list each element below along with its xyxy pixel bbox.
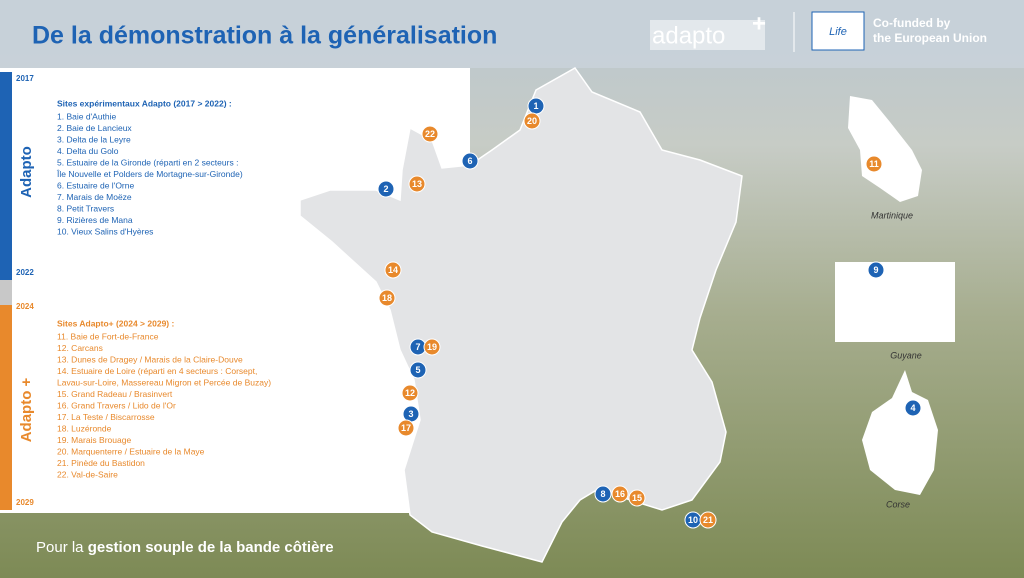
site-item: 19. Marais Brouage: [57, 435, 131, 445]
site-number: 21: [703, 515, 713, 525]
site-item: 15. Grand Radeau / Brasinvert: [57, 389, 173, 399]
site-item: 18. Luzéronde: [57, 423, 112, 433]
site-marker: [628, 489, 646, 507]
site-number: 1: [533, 101, 538, 111]
section-title: Sites expérimentaux Adapto (2017 > 2022)…: [57, 98, 232, 108]
year: 2029: [16, 498, 34, 507]
site-marker: [421, 125, 439, 143]
site-marker: [461, 152, 479, 170]
eu-text: the European Union: [873, 31, 987, 45]
site-marker: [397, 419, 415, 437]
site-number: 9: [873, 265, 878, 275]
site-marker: [409, 361, 427, 379]
site-marker: [867, 261, 885, 279]
site-number: 12: [405, 388, 415, 398]
site-item: 21. Pinède du Bastidon: [57, 458, 145, 468]
site-marker: [401, 384, 419, 402]
site-number: 4: [910, 403, 915, 413]
site-item: 10. Vieux Salins d'Hyères: [57, 226, 153, 236]
site-number: 2: [383, 184, 388, 194]
site-number: 20: [527, 116, 537, 126]
site-item: 17. La Teste / Biscarrosse: [57, 412, 155, 422]
inset-label: Corse: [886, 499, 910, 509]
site-item: 12. Carcans: [57, 343, 103, 353]
inset-label: Martinique: [871, 210, 913, 220]
site-number: 7: [415, 342, 420, 352]
site-marker: [523, 112, 541, 130]
year: 2022: [16, 268, 34, 277]
life-logo: Life: [829, 26, 847, 38]
site-number: 3: [408, 409, 413, 419]
site-number: 19: [427, 342, 437, 352]
site-item: 11. Baie de Fort-de-France: [57, 331, 159, 341]
site-item: 6. Estuaire de l'Orne: [57, 180, 134, 190]
site-marker: [423, 338, 441, 356]
year: 2017: [16, 74, 34, 83]
site-item: 7. Marais de Moëze: [57, 192, 132, 202]
site-item: 2. Baie de Lancieux: [57, 123, 132, 133]
site-marker: [408, 175, 426, 193]
site-number: 10: [688, 515, 698, 525]
footer-lead: Pour la: [36, 539, 88, 556]
site-item: 16. Grand Travers / Lido de l'Or: [57, 400, 176, 410]
site-number: 16: [615, 489, 625, 499]
footer-bold: gestion souple de la bande côtière: [88, 539, 334, 556]
site-item: Île Nouvelle et Polders de Mortagne-sur-…: [56, 169, 243, 179]
title: De la démonstration à la généralisation: [32, 22, 497, 50]
corse-map: [862, 370, 938, 495]
site-marker: [377, 180, 395, 198]
logo-box: [650, 20, 765, 50]
timeline-adapto-plus: [0, 305, 12, 510]
site-number: 18: [382, 293, 392, 303]
phase-label: Adapto +: [18, 377, 35, 442]
site-marker: [699, 511, 717, 529]
section-title: Sites Adapto+ (2024 > 2029) :: [57, 318, 174, 328]
site-number: 11: [869, 159, 879, 169]
logo-plus: +: [752, 10, 766, 37]
site-marker: [611, 485, 629, 503]
martinique-map: [848, 96, 922, 202]
timeline-adapto: [0, 72, 12, 280]
site-number: 22: [425, 129, 435, 139]
site-item: 4. Delta du Golo: [57, 146, 119, 156]
site-marker: [865, 155, 883, 173]
eu-text: Co-funded by: [873, 16, 951, 30]
phase-label: Adapto: [18, 146, 35, 198]
site-number: 13: [412, 179, 422, 189]
site-item: 14. Estuaire de Loire (réparti en 4 sect…: [57, 366, 257, 376]
site-item: Lavau-sur-Loire, Massereau Migron et Per…: [57, 377, 271, 387]
year: 2024: [16, 302, 34, 311]
site-marker: [384, 261, 402, 279]
france-map: [299, 67, 743, 563]
timeline-gap: [0, 280, 12, 305]
site-item: 8. Petit Travers: [57, 203, 114, 213]
site-item: 22. Val-de-Saire: [57, 469, 118, 479]
site-item: 1. Baie d'Authie: [57, 111, 117, 121]
site-number: 17: [401, 423, 411, 433]
guyane-map: [835, 262, 955, 342]
site-marker: [594, 485, 612, 503]
site-marker: [378, 289, 396, 307]
logo: adapto: [652, 22, 725, 49]
site-marker: [904, 399, 922, 417]
site-item: 20. Marquenterre / Estuaire de la Maye: [57, 446, 205, 456]
site-item: 9. Rizières de Mana: [57, 215, 133, 225]
site-item: 13. Dunes de Dragey / Marais de la Clair…: [57, 354, 243, 364]
site-item: 5. Estuaire de la Gironde (réparti en 2 …: [57, 157, 238, 167]
footer: Pour la gestion souple de la bande côtiè…: [36, 539, 334, 556]
eu-logo: [811, 11, 865, 51]
inset-label: Guyane: [890, 350, 922, 360]
site-item: 3. Delta de la Leyre: [57, 134, 131, 144]
site-number: 14: [388, 265, 398, 275]
site-number: 15: [632, 493, 642, 503]
site-number: 6: [467, 156, 472, 166]
site-number: 8: [600, 489, 605, 499]
site-number: 5: [415, 365, 420, 375]
